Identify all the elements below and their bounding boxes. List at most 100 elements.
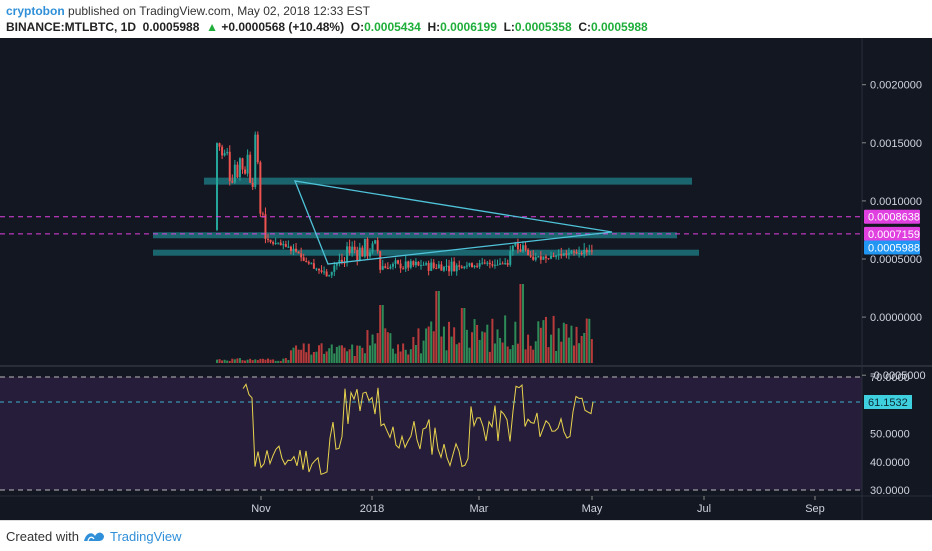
ohlc-line: BINANCE:MTLBTC, 1D 0.0005988 ▲ +0.000056…: [6, 20, 648, 34]
candle-body: [356, 249, 359, 261]
change-value: +0.0000568 (+10.48%): [221, 20, 345, 34]
volume-bar: [325, 351, 328, 363]
volume-layer: [216, 284, 593, 363]
volume-bar: [404, 349, 407, 363]
volume-bar: [269, 359, 272, 363]
volume-bar: [483, 332, 486, 363]
candle-body: [471, 263, 473, 268]
volume-bar: [221, 360, 224, 363]
volume-bar: [254, 359, 257, 363]
volume-bar: [264, 359, 267, 363]
candle-body: [256, 134, 259, 163]
volume-bar: [514, 321, 517, 363]
volume-bar: [435, 291, 438, 363]
candle-body: [328, 275, 331, 277]
volume-bar: [374, 343, 377, 363]
candle-body: [580, 253, 583, 255]
candle-body: [560, 254, 563, 256]
candle-body: [277, 242, 280, 244]
candle-body: [578, 253, 581, 255]
volume-bar: [407, 354, 410, 363]
volume-bar: [335, 346, 338, 363]
tradingview-brand[interactable]: TradingView: [110, 529, 182, 544]
chart-area[interactable]: 0.0020000 0.0015000 0.0010000 0.0005000 0.00…: [0, 38, 932, 520]
candle-body: [302, 257, 305, 261]
tradingview-logo-icon[interactable]: [82, 527, 106, 550]
candle-body: [249, 154, 252, 183]
candle-body: [583, 249, 586, 255]
candles-layer: [216, 131, 593, 279]
candle-body: [488, 262, 491, 265]
volume-bar: [282, 358, 285, 363]
candle-body: [575, 252, 578, 254]
candle-body: [483, 262, 486, 264]
volume-bar: [440, 336, 443, 363]
volume-bar: [330, 344, 333, 363]
candle-body: [504, 263, 507, 265]
volume-bar: [496, 329, 499, 363]
support-resistance-zone: [204, 177, 692, 185]
time-tick-label: 2018: [360, 503, 384, 515]
volume-bar: [346, 351, 349, 363]
volume-bar: [420, 353, 422, 363]
volume-bar: [356, 345, 359, 363]
candle-body: [522, 245, 524, 252]
candle-body: [437, 264, 440, 269]
candle-body: [384, 266, 387, 269]
candle-body: [343, 262, 346, 264]
candle-body: [310, 263, 313, 265]
candle-body: [440, 264, 443, 271]
volume-bar: [539, 327, 542, 363]
volume-bar: [511, 345, 514, 363]
volume-bar: [223, 359, 226, 363]
candle-body: [478, 263, 481, 267]
candle-body: [407, 261, 410, 268]
candle-body: [391, 263, 394, 267]
candle-body: [460, 266, 463, 269]
volume-bar: [509, 349, 512, 363]
volume-bar: [524, 349, 527, 363]
candle-body: [473, 265, 476, 268]
volume-bar: [292, 347, 295, 363]
volume-bar: [353, 355, 356, 363]
volume-bar: [351, 344, 354, 363]
candle-body: [552, 255, 555, 257]
volume-bar: [552, 315, 555, 363]
volume-bar: [465, 329, 468, 363]
volume-bar: [267, 358, 269, 363]
volume-bar: [386, 332, 389, 363]
volume-bar: [478, 339, 481, 363]
candle-body: [448, 265, 451, 272]
candle-body: [376, 240, 379, 252]
footer: Created with TradingView: [0, 520, 932, 551]
last-price: 0.0005988: [142, 20, 200, 34]
volume-bar: [302, 343, 305, 363]
candle-body: [351, 246, 354, 254]
author-name[interactable]: cryptobon: [6, 4, 65, 18]
candle-body: [389, 266, 392, 269]
candle-body: [348, 246, 351, 254]
candle-body: [267, 238, 269, 240]
chart-svg[interactable]: 0.00200000.00150000.00100000.00050000.00…: [0, 38, 932, 520]
volume-bar: [414, 344, 417, 363]
candle-body: [233, 164, 236, 183]
volume-bar: [565, 324, 568, 363]
volume-bar: [256, 360, 259, 363]
volume-bar: [504, 315, 507, 363]
rsi-tick-label: 70.0000: [870, 372, 910, 384]
volume-bar: [442, 326, 445, 363]
price-label-badge: [864, 226, 920, 241]
volume-bar: [348, 349, 351, 363]
volume-bar: [399, 351, 402, 363]
chart-header: cryptobon published on TradingView.com, …: [0, 0, 932, 38]
rsi-layer: [0, 376, 862, 491]
volume-bar: [430, 321, 433, 363]
volume-bar: [476, 324, 479, 363]
triangle-pattern: [293, 180, 613, 265]
price-tick-label: 0.0020000: [870, 80, 922, 92]
candle-body: [430, 262, 433, 271]
volume-bar: [236, 358, 239, 363]
candle-body: [272, 241, 275, 244]
candle-body: [585, 249, 588, 253]
candle-body: [264, 214, 267, 239]
